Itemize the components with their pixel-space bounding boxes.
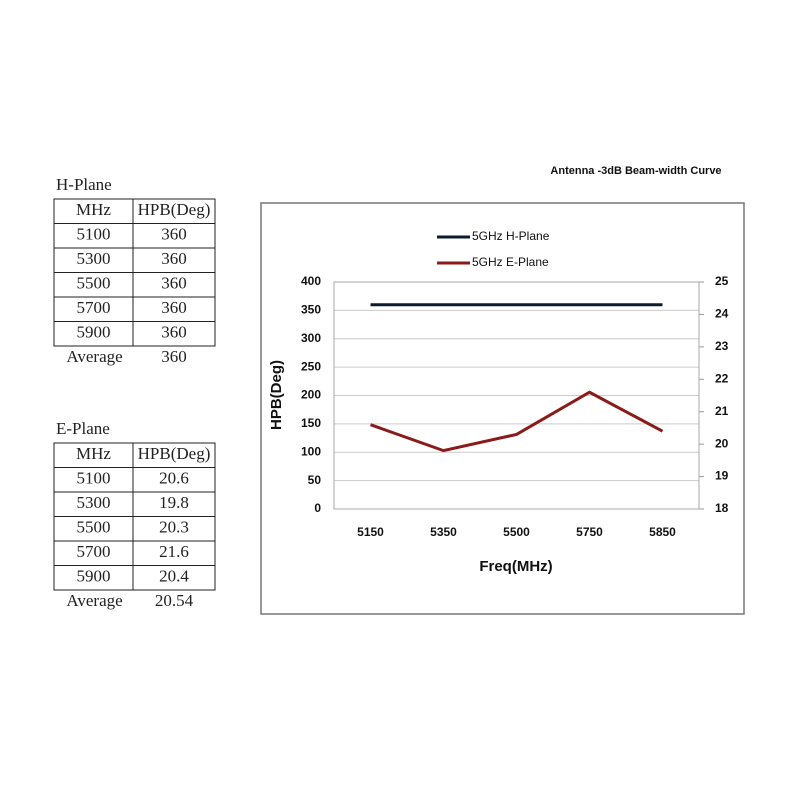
table-cell: 5300 [77,493,111,512]
average-value: 20.54 [155,591,194,610]
table-cell: 20.3 [159,518,189,537]
table-title: H-Plane [56,175,112,194]
table-cell: 5100 [77,225,111,244]
table-cell: 20.6 [159,469,189,488]
legend-label: 5GHz E-Plane [472,255,549,269]
y-tick-label: 350 [301,303,321,317]
chart-frame [260,202,745,615]
table-cell: 5700 [77,542,111,561]
table-cell: 21.6 [159,542,189,561]
average-label: Average [66,591,122,610]
table-cell: 20.4 [159,567,189,586]
y2-tick-label: 20 [715,436,729,450]
x-axis-title: Freq(MHz) [479,558,552,575]
y-tick-label: 250 [301,359,321,373]
series-line [369,390,664,453]
average-value: 360 [161,347,187,366]
table-cell: MHz [76,444,111,463]
table-cell: 360 [161,298,187,317]
y2-tick-label: 21 [715,404,729,418]
table-cell: 360 [161,249,187,268]
y-axis-title: HPB(Deg) [268,360,285,430]
average-label: Average [66,347,122,366]
x-tick-label: 5500 [503,525,530,539]
table-cell: 360 [161,323,187,342]
y-tick-label: 200 [301,388,321,402]
chart-title: Antenna -3dB Beam-width Curve [550,165,721,177]
y2-tick-label: 19 [715,469,729,483]
table-title: E-Plane [56,419,110,438]
x-tick-label: 5150 [357,525,384,539]
table-cell: 5900 [77,567,111,586]
y-tick-label: 0 [314,501,321,515]
table-cell: 5300 [77,249,111,268]
y2-tick-label: 23 [715,339,729,353]
x-tick-label: 5350 [430,525,457,539]
y2-tick-label: 24 [715,307,729,321]
y-tick-label: 100 [301,444,321,458]
y-tick-label: 50 [308,473,322,487]
table-cell: 360 [161,274,187,293]
x-tick-label: 5850 [649,525,676,539]
table-cell: 5100 [77,469,111,488]
y-tick-label: 400 [301,274,321,288]
y2-tick-label: 25 [715,274,729,288]
table-cell: 5500 [77,518,111,537]
table-cell: HPB(Deg) [138,200,211,219]
x-tick-label: 5750 [576,525,603,539]
plot-border [333,281,700,510]
table-cell: 5700 [77,298,111,317]
table-cell: 5500 [77,274,111,293]
y2-tick-label: 22 [715,371,729,385]
y2-tick-label: 18 [715,501,729,515]
table-cell: HPB(Deg) [138,444,211,463]
table-cell: 19.8 [159,493,189,512]
y-tick-label: 300 [301,331,321,345]
table-cell: MHz [76,200,111,219]
table-cell: 360 [161,225,187,244]
y-tick-label: 150 [301,416,321,430]
table-cell: 5900 [77,323,111,342]
legend-label: 5GHz H-Plane [472,229,550,243]
